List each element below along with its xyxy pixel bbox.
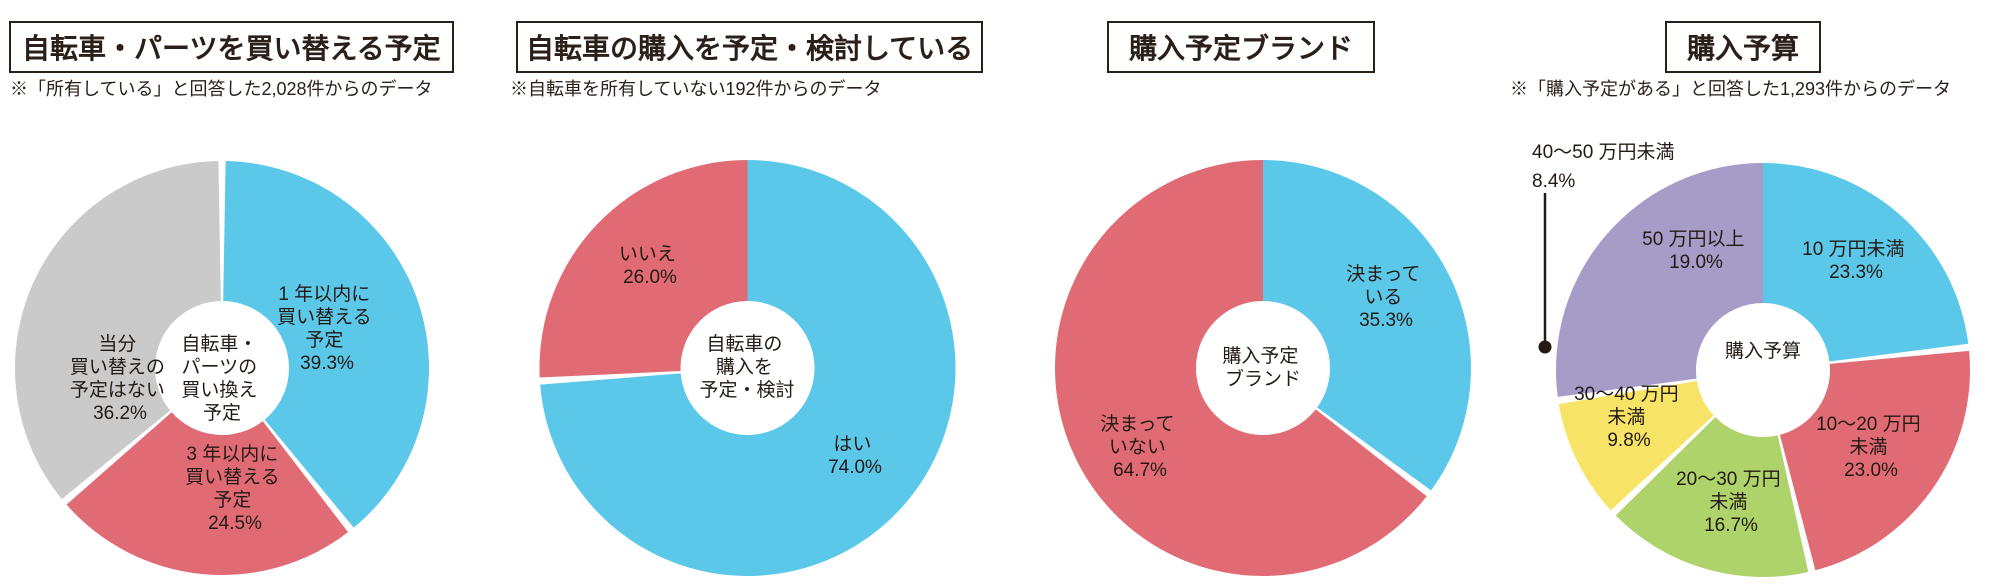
svg-text:自転車の 購入を 予定・検討: 自転車の 購入を 予定・検討 (699, 333, 794, 401)
svg-text:購入予定 ブランド: 購入予定 ブランド (1222, 345, 1303, 390)
svg-text:40〜50 万円未満 8.4%: 40〜50 万円未満 8.4% (1532, 141, 1680, 192)
svg-text:購入予算: 購入予算 (1725, 340, 1801, 362)
svg-text:自転車・ パーツの 買い換え: 自転車・ パーツの 買い換え 予定 (181, 333, 262, 424)
